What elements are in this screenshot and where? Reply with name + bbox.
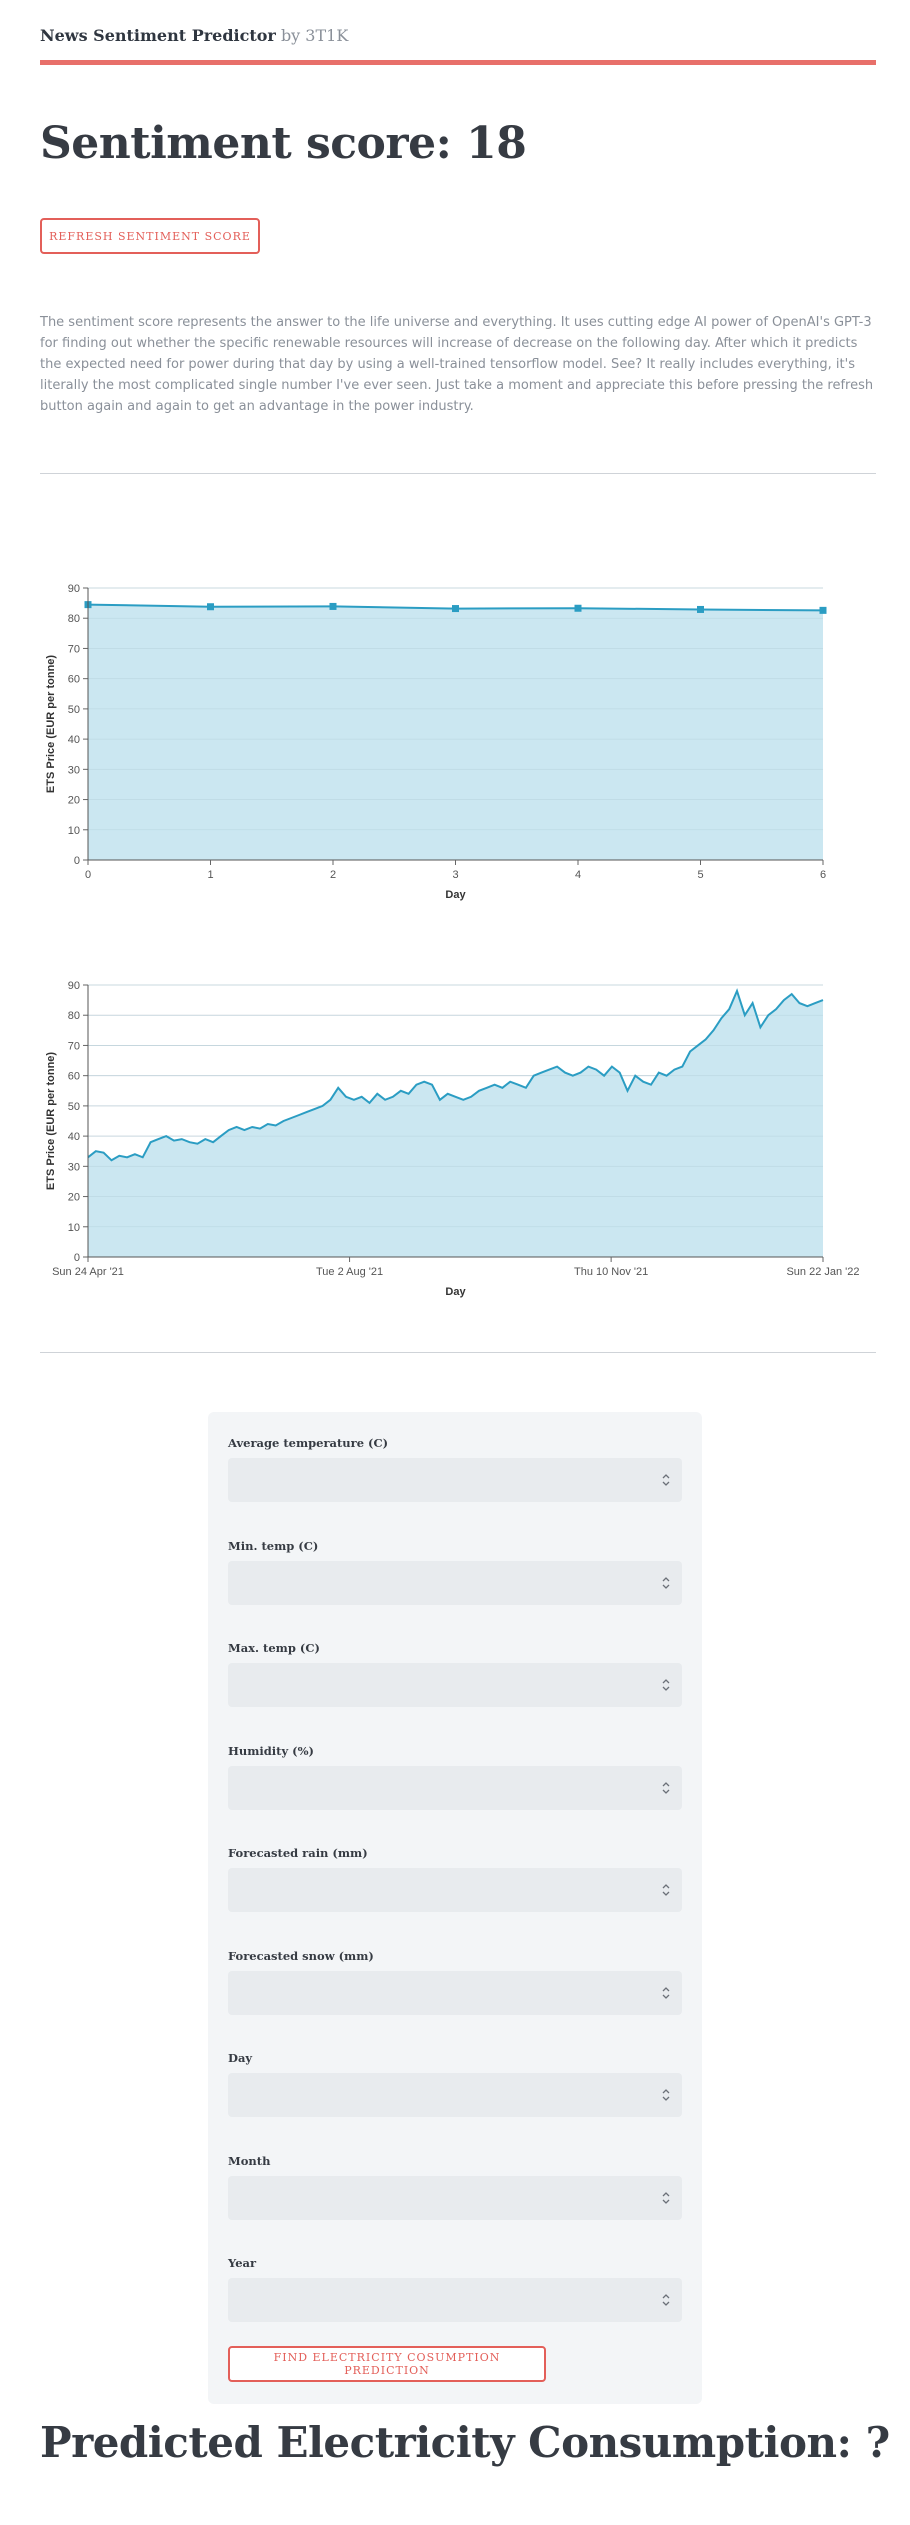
number-input[interactable] — [228, 1868, 682, 1912]
series-area — [88, 991, 823, 1257]
x-tick-label: 3 — [452, 869, 458, 881]
divider — [40, 1352, 876, 1353]
data-point — [819, 606, 827, 614]
y-tick-label: 80 — [68, 1010, 80, 1022]
number-input[interactable] — [228, 1458, 682, 1502]
x-axis-label: Day — [445, 1286, 466, 1298]
y-tick-label: 10 — [68, 1222, 80, 1234]
y-axis-label: ETS Price (EUR per tonne) — [45, 655, 57, 793]
sentiment-description: The sentiment score represents the answe… — [40, 315, 874, 414]
number-input[interactable] — [228, 2175, 682, 2220]
x-tick-label: 6 — [820, 869, 826, 881]
refresh-sentiment-button[interactable]: REFRESH SENTIMENT SCORE — [40, 218, 260, 254]
y-tick-label: 50 — [68, 704, 80, 716]
ets-chart-daily: 0 10 20 30 40 50 60 70 80 90 0 1 2 3 4 5 6 Day ETS Price (… — [40, 578, 876, 912]
y-tick-label: 0 — [74, 855, 80, 867]
y-tick-label: 70 — [68, 643, 80, 655]
field-label: Humidity (%) — [228, 1743, 314, 1758]
number-input[interactable] — [228, 2073, 682, 2117]
x-tick-label: 0 — [85, 869, 91, 881]
y-tick-label: 90 — [68, 583, 80, 595]
y-tick-label: 20 — [68, 1192, 80, 1204]
field-label: Year — [228, 2256, 257, 2270]
y-tick-label: 20 — [68, 795, 80, 807]
y-tick-label: 80 — [68, 613, 80, 625]
data-point — [452, 605, 459, 613]
y-tick-label: 60 — [68, 1071, 80, 1083]
y-tick-label: 70 — [68, 1040, 80, 1052]
spinner-icon[interactable] — [662, 1576, 670, 1590]
data-point — [697, 605, 704, 613]
x-tick-label: Tue 2 Aug '21 — [316, 1266, 383, 1278]
spinner-icon[interactable] — [662, 2191, 670, 2205]
spinner-icon[interactable] — [662, 1678, 670, 1692]
spinner-icon[interactable] — [662, 2293, 670, 2307]
number-input[interactable] — [228, 1663, 682, 1707]
y-tick-label: 50 — [68, 1101, 80, 1113]
field-label: Average temperature (C) — [228, 1436, 389, 1450]
y-tick-label: 30 — [68, 764, 80, 776]
x-tick-label: Thu 10 Nov '21 — [574, 1266, 648, 1278]
data-point — [574, 604, 582, 612]
y-tick-label: 40 — [68, 734, 80, 746]
ets-chart-history-svg: 0 10 20 30 40 50 60 70 80 90 Sun 24 Apr '21 Tue 2 A… — [45, 980, 860, 1298]
y-tick-label: 0 — [74, 1252, 80, 1264]
data-point — [329, 602, 337, 610]
field-label: Day — [228, 2051, 253, 2065]
ets-chart-history: 0 10 20 30 40 50 60 70 80 90 Sun 24 Apr '21 Tue 2 A… — [40, 975, 876, 1309]
field-label: Month — [228, 2153, 271, 2168]
data-point — [207, 603, 214, 611]
y-tick-label: 40 — [68, 1131, 80, 1143]
x-tick-label: 1 — [207, 869, 213, 881]
series-area — [88, 604, 823, 860]
series-line — [87, 988, 824, 1162]
find-prediction-button[interactable]: FIND ELECTRICITY COSUMPTION PREDICTION — [228, 2346, 546, 2382]
y-tick-label: 60 — [68, 674, 80, 686]
field-label: Forecasted snow (mm) — [228, 1948, 374, 1963]
number-input[interactable] — [228, 1765, 682, 1810]
number-input[interactable] — [228, 1560, 682, 1605]
sentiment-score-title: Sentiment score: 18 — [40, 118, 527, 169]
number-input[interactable] — [228, 2278, 682, 2322]
field-label: Max. temp (C) — [228, 1641, 320, 1655]
y-tick-label: 10 — [68, 825, 80, 837]
spinner-icon[interactable] — [662, 1781, 670, 1795]
prediction-form: Average temperature (C) Min. temp (C) Max.… — [208, 1412, 702, 2404]
y-tick-label: 30 — [68, 1161, 80, 1173]
x-tick-label: Sun 22 Jan '22 — [786, 1266, 859, 1278]
y-axis-label: ETS Price (EUR per tonne) — [45, 1052, 57, 1190]
field-label: Forecasted rain (mm) — [228, 1846, 368, 1860]
field-label: Min. temp (C) — [228, 1538, 319, 1553]
ets-chart-daily-svg: 0 10 20 30 40 50 60 70 80 90 0 1 2 3 4 5 6 Day ETS Price (… — [45, 583, 827, 901]
header-accent-bar — [40, 60, 876, 65]
number-input[interactable] — [228, 1970, 682, 2015]
x-tick-label: Sun 24 Apr '21 — [52, 1266, 124, 1278]
x-tick-label: 2 — [330, 869, 336, 881]
spinner-icon[interactable] — [662, 1883, 670, 1897]
x-tick-label: 5 — [697, 869, 703, 881]
app-author: by 3T1K — [280, 26, 349, 45]
divider — [40, 473, 876, 474]
y-tick-label: 90 — [68, 980, 80, 992]
brand: News Sentiment Predictor by 3T1K — [40, 26, 348, 45]
app-name: News Sentiment Predictor — [40, 26, 276, 45]
prediction-title: Predicted Electricity Consumption: ? — [40, 2418, 890, 2467]
x-axis-label: Day — [445, 889, 466, 901]
x-tick-label: 4 — [575, 869, 581, 881]
spinner-icon[interactable] — [662, 2088, 670, 2102]
spinner-icon[interactable] — [662, 1473, 670, 1487]
spinner-icon[interactable] — [662, 1986, 670, 2000]
